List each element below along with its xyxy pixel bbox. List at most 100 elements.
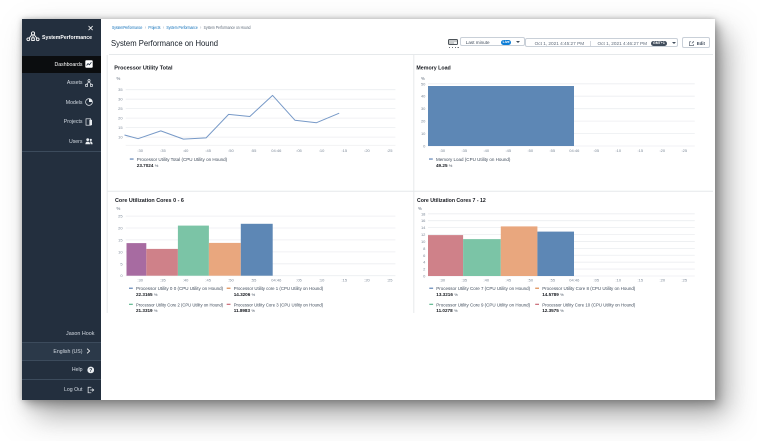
svg-text:Processor Utility Core 10 (CPU: Processor Utility Core 10 (CPU Utility o… [542, 302, 636, 307]
svg-text:10: 10 [118, 135, 123, 140]
svg-text:Processor Utility 0 0 (CPU Uti: Processor Utility 0 0 (CPU Utility on Ho… [136, 286, 224, 291]
svg-text:14: 14 [421, 225, 426, 230]
svg-text::40: :40 [183, 277, 189, 282]
svg-text::10: :10 [319, 277, 325, 282]
svg-text::20: :20 [364, 277, 370, 282]
svg-text:10: 10 [421, 131, 426, 136]
svg-text:%: % [117, 76, 121, 81]
svg-text:20: 20 [118, 226, 123, 231]
svg-text:14.3206 %: 14.3206 % [234, 292, 256, 297]
svg-text:04:46: 04:46 [569, 148, 580, 153]
svg-text::35: :35 [462, 148, 468, 153]
svg-text:%: % [418, 206, 422, 211]
svg-text::45: :45 [205, 148, 211, 153]
svg-text::20: :20 [364, 148, 370, 153]
svg-text::55: :55 [550, 277, 556, 282]
svg-text::25: :25 [682, 148, 688, 153]
svg-text:35: 35 [118, 87, 123, 92]
svg-text:23.7024 %: 23.7024 % [137, 163, 159, 168]
svg-text:Processor Utility Core 7 (CPU: Processor Utility Core 7 (CPU Utility on… [436, 286, 530, 291]
svg-text:18: 18 [421, 211, 426, 216]
svg-text::05: :05 [594, 277, 600, 282]
svg-text::20: :20 [660, 148, 666, 153]
svg-text::55: :55 [251, 277, 257, 282]
svg-text:20: 20 [421, 119, 426, 124]
svg-text::30: :30 [440, 148, 446, 153]
svg-text:Processor Utility Core 3 (CPU: Processor Utility Core 3 (CPU Utility on… [234, 302, 324, 307]
svg-text:04:46: 04:46 [271, 277, 282, 282]
svg-text:14.5789 %: 14.5789 % [542, 292, 564, 297]
svg-text:25: 25 [118, 106, 123, 111]
svg-text:Core Utilization Cores 0 - 6: Core Utilization Cores 0 - 6 [115, 198, 185, 204]
svg-text:Processor Utility Core 2 (CPU: Processor Utility Core 2 (CPU Utility on… [136, 302, 224, 307]
svg-text:11.0278 %: 11.0278 % [436, 308, 458, 313]
svg-text::55: :55 [251, 148, 257, 153]
svg-text:2: 2 [423, 267, 426, 272]
svg-text::55: :55 [550, 148, 556, 153]
svg-text:Core Utilization Cores 7 - 12: Core Utilization Cores 7 - 12 [417, 198, 486, 204]
svg-text:15: 15 [118, 125, 123, 130]
svg-text:Memory Load (CPU Utility on Ho: Memory Load (CPU Utility on Hound) [436, 157, 511, 162]
svg-text::15: :15 [638, 277, 644, 282]
svg-text::15: :15 [342, 277, 348, 282]
svg-text::30: :30 [440, 277, 446, 282]
svg-text::50: :50 [228, 277, 234, 282]
svg-text::50: :50 [528, 148, 534, 153]
svg-text::35: :35 [160, 277, 166, 282]
svg-text:Processor Utility Total (CPU U: Processor Utility Total (CPU Utility on … [137, 157, 228, 162]
svg-text::45: :45 [205, 277, 211, 282]
svg-text:30: 30 [118, 97, 123, 102]
svg-text:15: 15 [118, 237, 123, 242]
svg-text::10: :10 [616, 148, 622, 153]
svg-text::50: :50 [228, 148, 234, 153]
svg-text:Processor Utility Core 9 (CPU: Processor Utility Core 9 (CPU Utility on… [436, 302, 530, 307]
svg-text::25: :25 [387, 148, 393, 153]
svg-text:Processor Utility core 1 (CPU: Processor Utility core 1 (CPU Utility on… [234, 286, 324, 291]
svg-text:21.3319 %: 21.3319 % [136, 308, 158, 313]
svg-text::05: :05 [594, 148, 600, 153]
svg-text:8: 8 [423, 246, 426, 251]
svg-text::15: :15 [342, 148, 348, 153]
svg-text:40: 40 [421, 94, 426, 99]
svg-text:25: 25 [118, 214, 123, 219]
svg-text::45: :45 [506, 148, 512, 153]
svg-text:0: 0 [423, 144, 426, 149]
svg-text::10: :10 [616, 277, 622, 282]
svg-text:12.3575 %: 12.3575 % [542, 308, 564, 313]
svg-text:4: 4 [423, 260, 426, 265]
svg-text:12: 12 [421, 232, 426, 237]
svg-text:04:46: 04:46 [271, 148, 282, 153]
svg-text:49.25 %: 49.25 % [436, 163, 453, 168]
svg-text::25: :25 [387, 277, 393, 282]
svg-text:Memory Load: Memory Load [416, 66, 451, 72]
svg-text::30: :30 [137, 148, 143, 153]
svg-text:04:46: 04:46 [569, 277, 580, 282]
svg-text:0: 0 [120, 273, 123, 278]
svg-text:11.8983 %: 11.8983 % [234, 308, 256, 313]
svg-text:Processor Utility Core 8 (CPU: Processor Utility Core 8 (CPU Utility on… [542, 286, 636, 291]
svg-text::15: :15 [638, 148, 644, 153]
svg-text::45: :45 [506, 277, 512, 282]
svg-text::35: :35 [462, 277, 468, 282]
svg-text:5: 5 [120, 261, 123, 266]
svg-text:10: 10 [421, 239, 426, 244]
svg-text::40: :40 [484, 277, 490, 282]
svg-text:%: % [421, 76, 425, 81]
svg-text::35: :35 [160, 148, 166, 153]
svg-text::20: :20 [660, 277, 666, 282]
svg-text::40: :40 [484, 148, 490, 153]
svg-text::25: :25 [682, 277, 688, 282]
svg-text:50: 50 [421, 81, 426, 86]
svg-text::40: :40 [183, 148, 189, 153]
svg-text:?: ? [89, 367, 92, 373]
svg-text:22.3165 %: 22.3165 % [136, 292, 158, 297]
svg-text::05: :05 [296, 277, 302, 282]
svg-text:16: 16 [421, 218, 426, 223]
svg-text:30: 30 [421, 106, 426, 111]
svg-text:Processor Utility Total: Processor Utility Total [114, 66, 173, 72]
svg-text::05: :05 [296, 148, 302, 153]
svg-text:20: 20 [118, 116, 123, 121]
svg-text:6: 6 [423, 253, 426, 258]
svg-text:%: % [117, 206, 121, 211]
svg-text::30: :30 [137, 277, 143, 282]
